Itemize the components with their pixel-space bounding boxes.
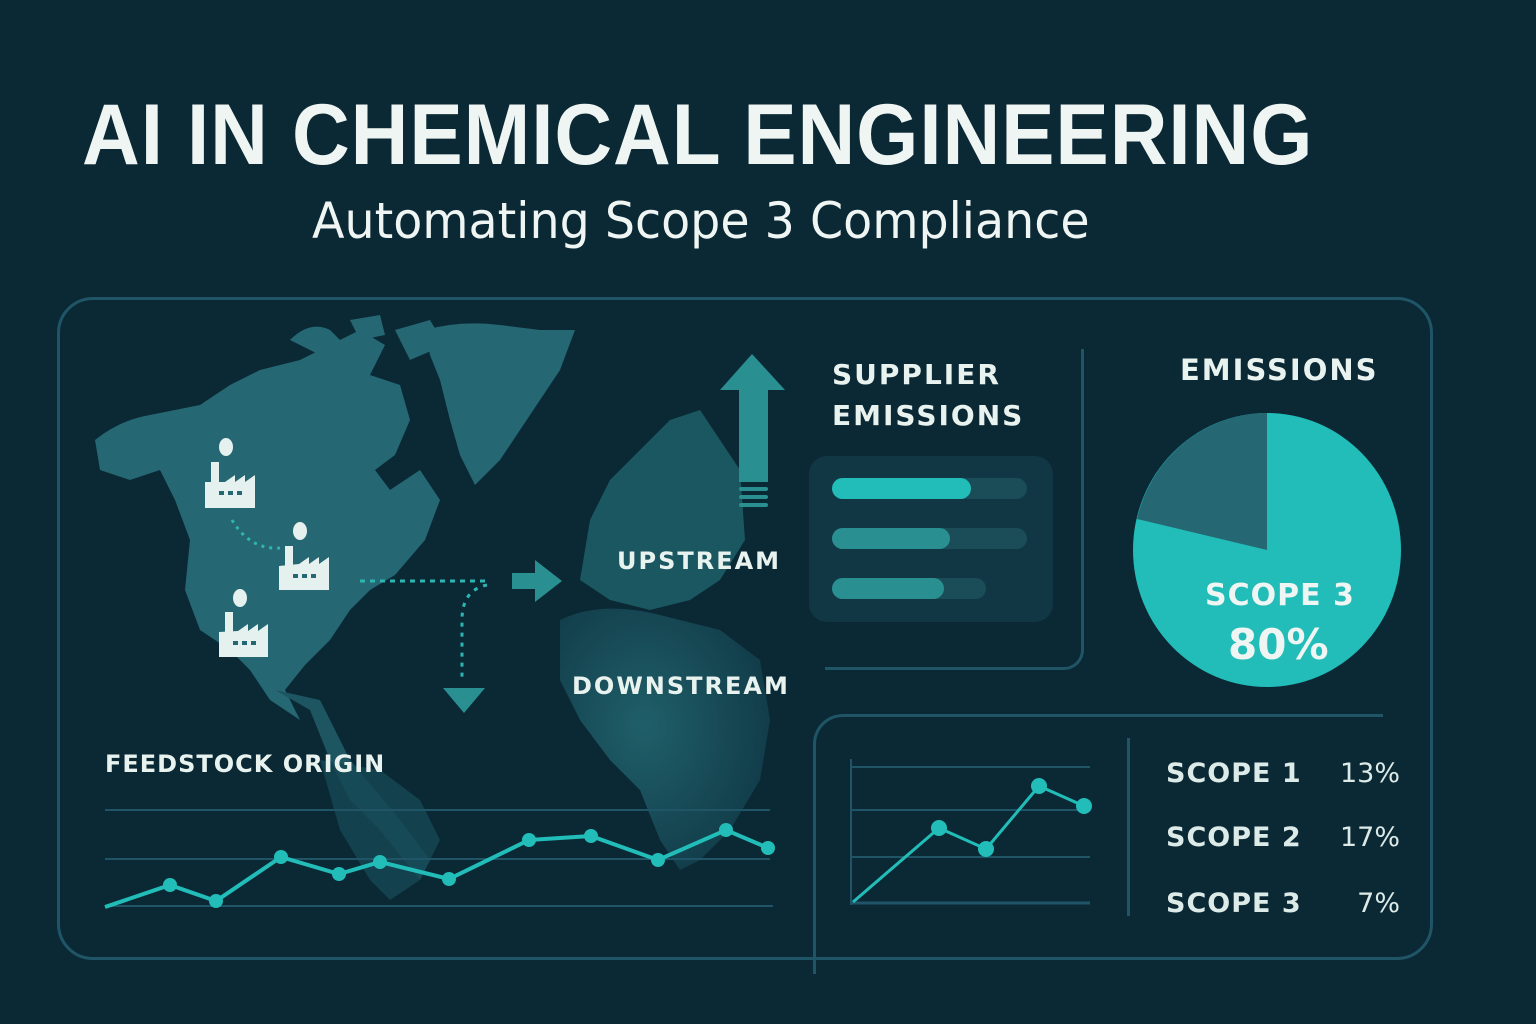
arrow-down-icon bbox=[443, 688, 485, 713]
frame-corner bbox=[1380, 714, 1430, 957]
pie-scope3-value: 80% bbox=[1228, 620, 1329, 669]
supplier-bar-3 bbox=[832, 578, 986, 599]
supplier-bars-card bbox=[809, 456, 1053, 622]
world-map bbox=[95, 315, 785, 909]
scope-3-value: 7% bbox=[1357, 888, 1400, 919]
scope-1-label: SCOPE 1 bbox=[1166, 758, 1302, 789]
feedstock-line-chart bbox=[104, 809, 775, 909]
factory-icon bbox=[279, 522, 329, 590]
scope-breakdown-panel bbox=[813, 714, 1383, 974]
emissions-title: EMISSIONS bbox=[1180, 353, 1379, 387]
scope-3-label: SCOPE 3 bbox=[1166, 888, 1302, 919]
page-title: AI IN CHEMICAL ENGINEERING bbox=[82, 87, 1314, 183]
downstream-label: DOWNSTREAM bbox=[572, 672, 790, 700]
supplier-emissions-title: SUPPLIER EMISSIONS bbox=[832, 354, 1024, 436]
feedstock-origin-label: FEEDSTOCK ORIGIN bbox=[105, 750, 386, 778]
dashboard-frame bbox=[57, 297, 1433, 960]
scope-divider bbox=[1127, 738, 1130, 916]
arrow-up-icon bbox=[720, 354, 785, 507]
supplier-title-line1: SUPPLIER bbox=[832, 358, 1001, 391]
scope-1-value: 13% bbox=[1339, 758, 1400, 789]
scope-2-value: 17% bbox=[1339, 822, 1400, 853]
factory-icon bbox=[219, 589, 268, 657]
emissions-pie-chart bbox=[1133, 413, 1401, 687]
scope-trend-line-chart bbox=[850, 759, 1092, 905]
upstream-label: UPSTREAM bbox=[617, 547, 782, 575]
supplier-bar-1 bbox=[832, 478, 1027, 499]
supplier-title-line2: EMISSIONS bbox=[832, 399, 1025, 432]
supplier-bar-2 bbox=[832, 528, 1027, 549]
supplier-panel-border bbox=[825, 349, 1084, 670]
pie-scope3-label: SCOPE 3 bbox=[1205, 578, 1355, 613]
arrow-right-icon bbox=[512, 560, 562, 602]
page-subtitle: Automating Scope 3 Compliance bbox=[312, 192, 1090, 250]
scope-2-label: SCOPE 2 bbox=[1166, 822, 1302, 853]
